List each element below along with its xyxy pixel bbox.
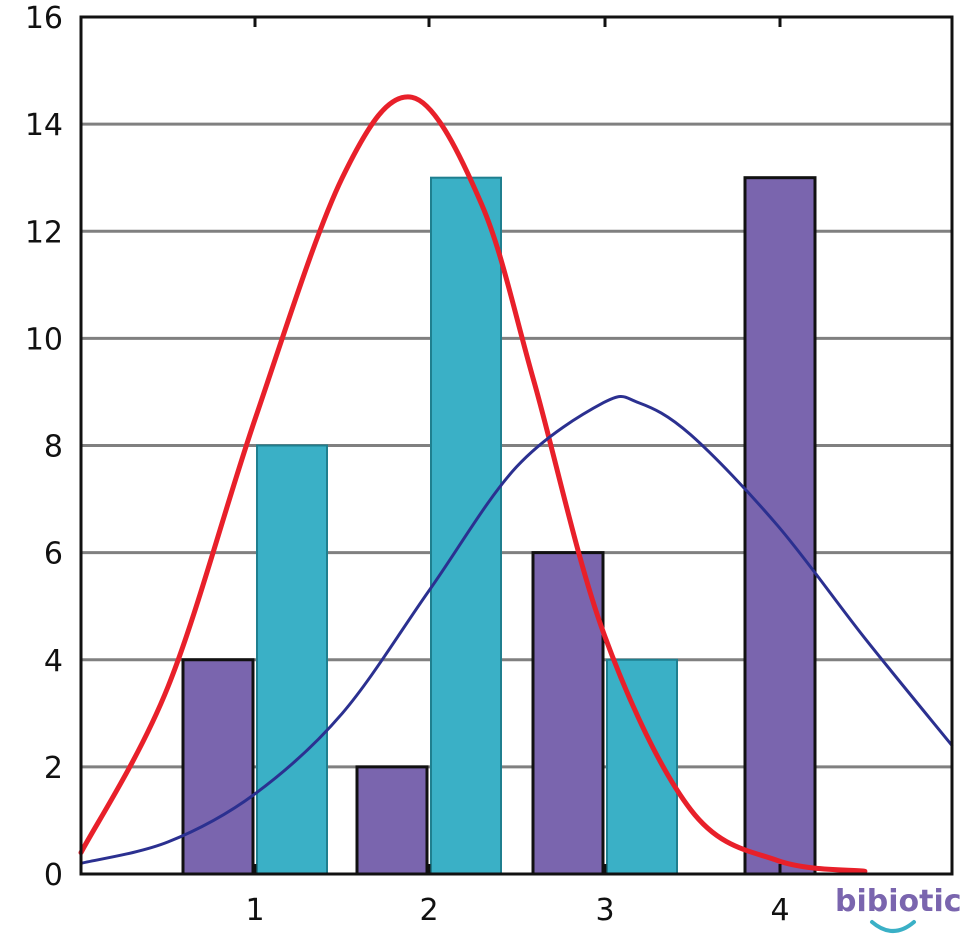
logo-smile-icon xyxy=(870,920,916,933)
bar-series2-cat-2 xyxy=(430,176,502,875)
plot-frame xyxy=(79,15,954,876)
y-tick-label-10: 10 xyxy=(25,322,63,357)
x-tick-label-3: 3 xyxy=(595,893,614,928)
y-tick-label-0: 0 xyxy=(44,858,63,893)
bar-series1-cat-1 xyxy=(181,658,255,876)
y-tick-label-8: 8 xyxy=(44,430,63,465)
y-tick-label-4: 4 xyxy=(44,644,63,679)
y-tick-label-14: 14 xyxy=(25,108,63,143)
red-curve xyxy=(78,94,868,874)
bar-series2-cat-3 xyxy=(606,658,678,875)
y-tick-label-6: 6 xyxy=(44,537,63,572)
y-tick-label-12: 12 xyxy=(25,215,63,250)
y-tick-label-2: 2 xyxy=(44,751,63,786)
x-tick-label-1: 1 xyxy=(245,893,264,928)
plot-border xyxy=(79,15,954,876)
bar-series1-cat-2 xyxy=(355,765,429,876)
bar-series1-cat-4 xyxy=(743,176,817,876)
logo-text: bibiotic xyxy=(835,884,960,919)
x-tick-label-4: 4 xyxy=(770,893,789,928)
y-tick-label-16: 16 xyxy=(25,1,63,36)
curves xyxy=(78,94,954,874)
bibiotic-logo: bibiotic xyxy=(835,884,960,933)
bar-series2-cat-1 xyxy=(256,444,328,875)
blue-curve xyxy=(79,395,954,865)
bars xyxy=(181,176,817,876)
x-tick-label-2: 2 xyxy=(419,893,438,928)
